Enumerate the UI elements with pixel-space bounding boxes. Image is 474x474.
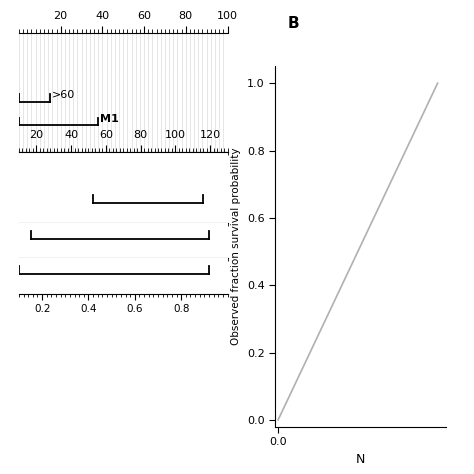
Text: B: B [288,17,300,31]
Text: >60: >60 [52,90,75,100]
Y-axis label: Observed fraction survival probability: Observed fraction survival probability [231,148,241,345]
Text: M1: M1 [100,114,119,124]
X-axis label: N: N [356,453,365,465]
